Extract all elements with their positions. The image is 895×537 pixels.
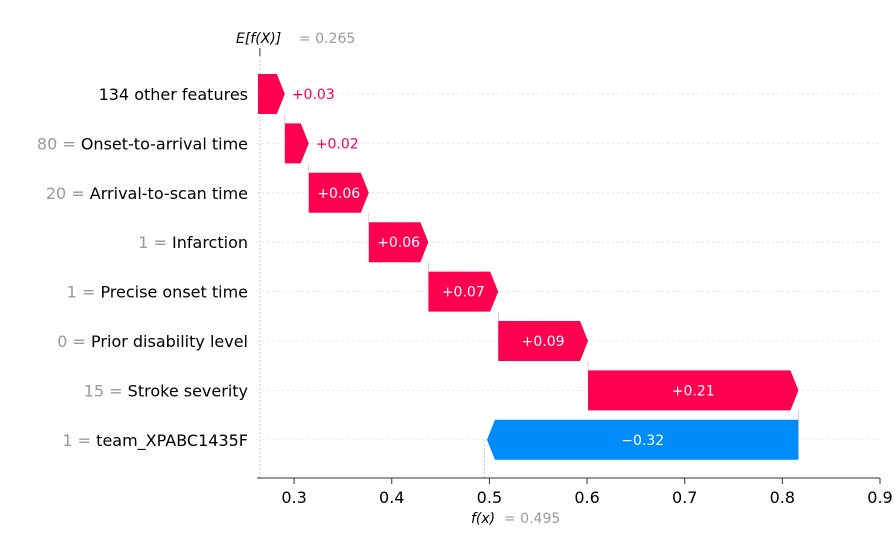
feature-label: 134 other features — [99, 85, 248, 104]
feature-label: 1 = team_XPABC1435F — [62, 431, 248, 451]
feature-name: Prior disability level — [91, 332, 248, 351]
contribution-label: +0.09 — [522, 334, 565, 350]
waterfall-bar — [588, 370, 799, 411]
x-tick-label: 0.8 — [770, 488, 795, 507]
base-value-text: = 0.265 — [299, 31, 355, 47]
waterfall-bar — [486, 419, 799, 460]
x-axis: 0.3 0.4 0.5 0.6 0.7 0.8 0.9 — [257, 477, 893, 507]
contribution-label: +0.07 — [442, 285, 485, 301]
feature-name: Precise onset time — [100, 283, 248, 302]
feature-name: 134 other features — [99, 85, 248, 104]
reference-lines — [259, 48, 799, 478]
feature-label: 20 = Arrival-to-scan time — [46, 184, 248, 203]
feature-value: 1 = — [62, 431, 96, 450]
contribution-label: −0.32 — [621, 433, 664, 449]
base-value-annotation: E[f(X)] = 0.265 — [236, 31, 355, 47]
x-tick-label: 0.9 — [867, 488, 892, 507]
contribution-label: +0.03 — [292, 87, 335, 103]
waterfall-bar — [284, 123, 309, 164]
feature-value: 20 = — [46, 184, 90, 203]
feature-name: Arrival-to-scan time — [90, 184, 248, 203]
feature-name: Stroke severity — [128, 381, 248, 400]
feature-name: Infarction — [172, 233, 248, 252]
output-value-text: = 0.495 — [504, 511, 560, 527]
x-tick-label: 0.7 — [672, 488, 697, 507]
x-tick-label: 0.5 — [477, 488, 502, 507]
feature-value: 80 = — [37, 134, 81, 153]
feature-label: 1 = Precise onset time — [67, 283, 248, 302]
output-value-label: f(x) — [471, 511, 495, 527]
waterfall-bar — [257, 74, 285, 114]
feature-value: 1 = — [67, 283, 101, 302]
feature-name: Onset-to-arrival time — [81, 134, 248, 153]
contribution-label: +0.21 — [672, 383, 715, 399]
feature-value: 0 = — [57, 332, 91, 351]
feature-value: 1 = — [138, 233, 172, 252]
bars: +0.03 +0.02 +0.06 +0.06 +0.07 +0.09 +0.21 −0.32 — [257, 74, 799, 460]
waterfall-bar — [498, 321, 589, 361]
base-value-label: E[f(X)] — [236, 31, 281, 47]
contribution-label: +0.02 — [316, 136, 359, 152]
feature-labels: 134 other features 80 = Onset-to-arrival … — [37, 85, 248, 451]
waterfall-bar — [428, 271, 499, 312]
feature-label: 80 = Onset-to-arrival time — [37, 134, 248, 153]
contribution-label: +0.06 — [377, 235, 420, 251]
feature-label: 1 = Infarction — [138, 233, 248, 252]
feature-label: 0 = Prior disability level — [57, 332, 248, 351]
x-tick-label: 0.6 — [574, 488, 599, 507]
feature-value: 15 = — [84, 381, 128, 400]
x-tick-label: 0.3 — [281, 488, 306, 507]
feature-name: team_XPABC1435F — [96, 431, 248, 451]
contribution-label: +0.06 — [317, 186, 360, 202]
x-tick-label: 0.4 — [379, 488, 404, 507]
output-value-annotation: f(x) = 0.495 — [471, 511, 560, 527]
waterfall-bar — [368, 222, 429, 263]
feature-label: 15 = Stroke severity — [84, 381, 248, 400]
waterfall-bar — [308, 172, 369, 213]
